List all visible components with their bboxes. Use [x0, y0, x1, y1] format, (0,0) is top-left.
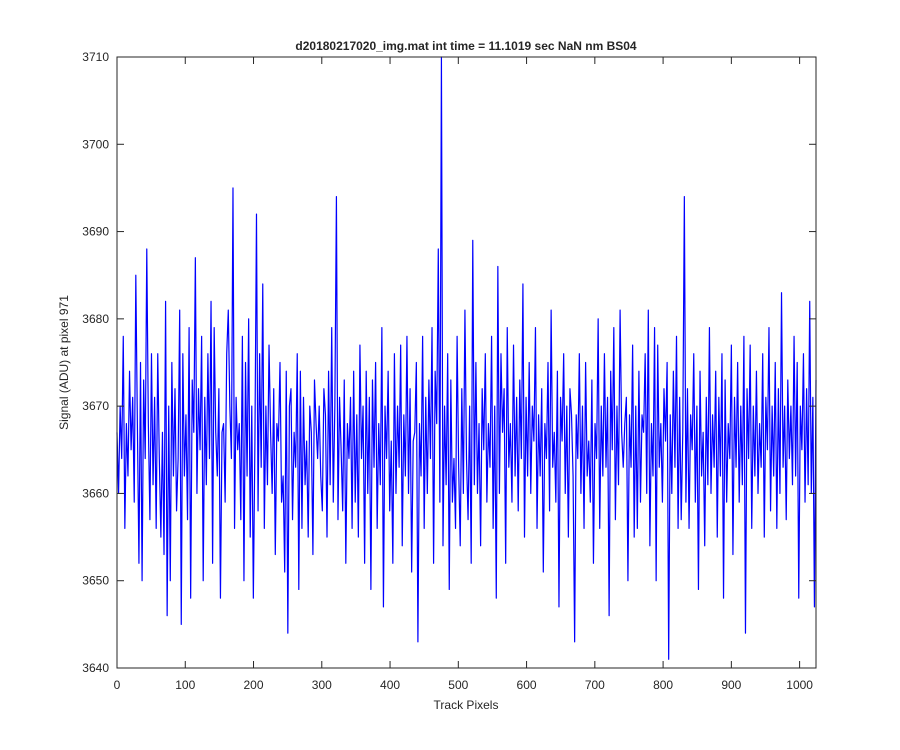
x-tick-label: 100	[175, 678, 195, 692]
x-tick-label: 300	[312, 678, 332, 692]
x-axis-ticks: 0 100 200 300 400 500 600 700 800 900 1000	[114, 57, 813, 692]
y-tick-label: 3640	[82, 661, 109, 675]
x-axis-label: Track Pixels	[434, 698, 499, 712]
chart-title: d20180217020_img.mat int time = 11.1019 …	[295, 39, 637, 53]
y-axis-label: Signal (ADU) at pixel 971	[57, 295, 71, 430]
data-series-group	[116, 56, 817, 660]
x-tick-label: 1000	[786, 678, 813, 692]
axes-box	[116, 56, 817, 669]
x-tick-label: 600	[517, 678, 537, 692]
data-series-line	[116, 56, 817, 660]
y-tick-label: 3670	[82, 399, 109, 413]
x-tick-label: 400	[380, 678, 400, 692]
x-tick-label: 700	[585, 678, 605, 692]
x-tick-label: 900	[721, 678, 741, 692]
y-tick-label: 3700	[82, 137, 109, 151]
y-tick-label: 3650	[82, 574, 109, 588]
plot-area	[116, 56, 817, 669]
plot-background	[117, 57, 816, 668]
x-tick-label: 200	[244, 678, 264, 692]
x-tick-label: 0	[114, 678, 121, 692]
x-tick-label: 800	[653, 678, 673, 692]
y-axis-ticks: 3640 3650 3660 3670 3680 3690 3700 3710	[82, 50, 816, 675]
y-tick-label: 3690	[82, 225, 109, 239]
y-tick-label: 3710	[82, 50, 109, 64]
x-tick-label: 500	[448, 678, 468, 692]
y-tick-label: 3660	[82, 486, 109, 500]
y-tick-label: 3680	[82, 312, 109, 326]
